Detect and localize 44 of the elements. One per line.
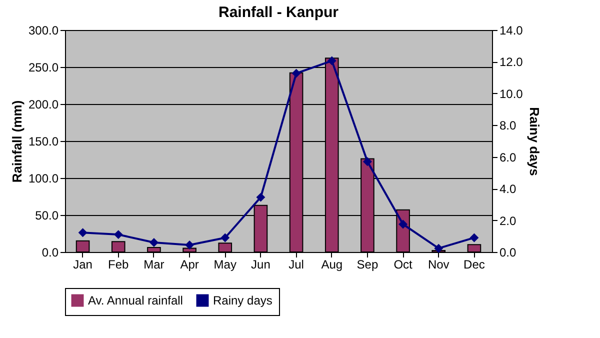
- point: [220, 233, 230, 242]
- y-tick-label: 50.0: [35, 208, 59, 222]
- y2-tick-label: 14.0: [500, 24, 524, 38]
- x-tick-label: Aug: [321, 258, 343, 272]
- x-tick-label: Jan: [73, 258, 92, 272]
- x-tick-label: May: [214, 258, 236, 272]
- point: [470, 233, 479, 242]
- y2-tick-label: 10.0: [500, 86, 524, 101]
- y2-tick-label: 2.0: [500, 214, 517, 228]
- point: [149, 238, 158, 247]
- point: [434, 244, 444, 253]
- point: [78, 228, 88, 238]
- x-tick-label: Sep: [356, 258, 378, 272]
- y2-axis-title: Rainy days: [526, 107, 542, 176]
- y-tick-label: 100.0: [28, 172, 59, 186]
- y-tick-label: 200.0: [28, 98, 59, 112]
- x-tick-label: Apr: [180, 258, 199, 272]
- point: [292, 68, 301, 78]
- point: [362, 157, 372, 166]
- y-tick-label: 250.0: [28, 60, 59, 74]
- y2-tick-label: 6.0: [500, 150, 517, 164]
- x-tick-label: Nov: [428, 258, 450, 272]
- x-tick-label: Dec: [464, 258, 485, 272]
- point: [114, 230, 123, 240]
- y2-tick-label: 4.0: [500, 182, 517, 196]
- chart-title: Rainfall - Kanpur: [218, 4, 339, 21]
- y-axis-title: Rainfall (mm): [9, 100, 24, 183]
- y-tick-label: 0.0: [42, 246, 59, 260]
- y2-tick-label: 0.0: [500, 246, 517, 260]
- legend-label: Av. Annual rainfall: [88, 294, 183, 308]
- point: [185, 240, 194, 250]
- x-tick-label: Jun: [251, 258, 270, 272]
- point: [327, 56, 336, 66]
- legend-label: Rainy days: [213, 294, 272, 308]
- y2-tick-label: 12.0: [500, 55, 524, 70]
- y2-tick-label: 8.0: [500, 118, 517, 133]
- x-tick-label: Feb: [108, 258, 130, 272]
- y-tick-label: 150.0: [28, 134, 59, 148]
- x-tick-label: Mar: [144, 258, 164, 272]
- x-tick-label: Jul: [288, 258, 304, 272]
- x-tick-label: Oct: [394, 258, 414, 272]
- y-tick-label: 300.0: [28, 24, 59, 38]
- point: [398, 220, 408, 229]
- point: [256, 192, 266, 202]
